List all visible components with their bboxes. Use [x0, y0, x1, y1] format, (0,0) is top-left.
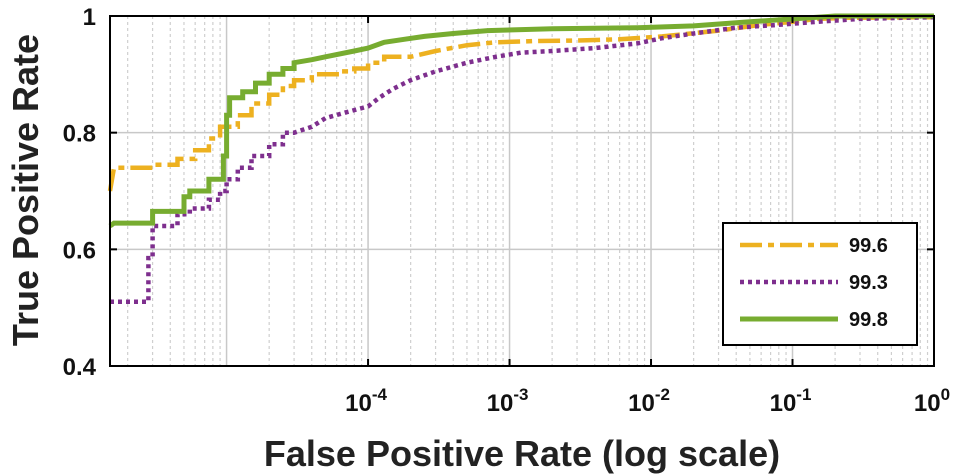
- series-line-99-3: [110, 14, 935, 305]
- y-tick-label: 0.8: [63, 121, 96, 148]
- legend-label: 99.6: [849, 235, 888, 257]
- series-line-99-6: [107, 14, 935, 192]
- y-tick-label: 1: [83, 4, 96, 31]
- plot-frame: [109, 15, 935, 367]
- axis-ticks: 0.4 0.6 0.8 1 10-4 10-3 10-2 10-1 100: [63, 4, 950, 417]
- x-tick-label: 10-1: [770, 385, 812, 417]
- y-tick-label: 0.6: [63, 237, 96, 264]
- y-axis-title: True Positive Rate: [5, 34, 46, 346]
- x-tick-label: 10-4: [345, 385, 387, 417]
- x-axis-title: False Positive Rate (log scale): [264, 433, 780, 474]
- legend: 99.6 99.3 99.8: [722, 222, 918, 346]
- series-lines: [107, 13, 935, 305]
- x-tick-label: 10-2: [628, 385, 670, 417]
- x-tick-label: 10-3: [487, 385, 529, 417]
- y-tick-label: 0.4: [63, 354, 97, 381]
- legend-label: 99.3: [849, 272, 888, 294]
- x-tick-label: 100: [914, 385, 950, 417]
- series-line-99-8: [108, 13, 934, 229]
- legend-label: 99.8: [849, 309, 888, 331]
